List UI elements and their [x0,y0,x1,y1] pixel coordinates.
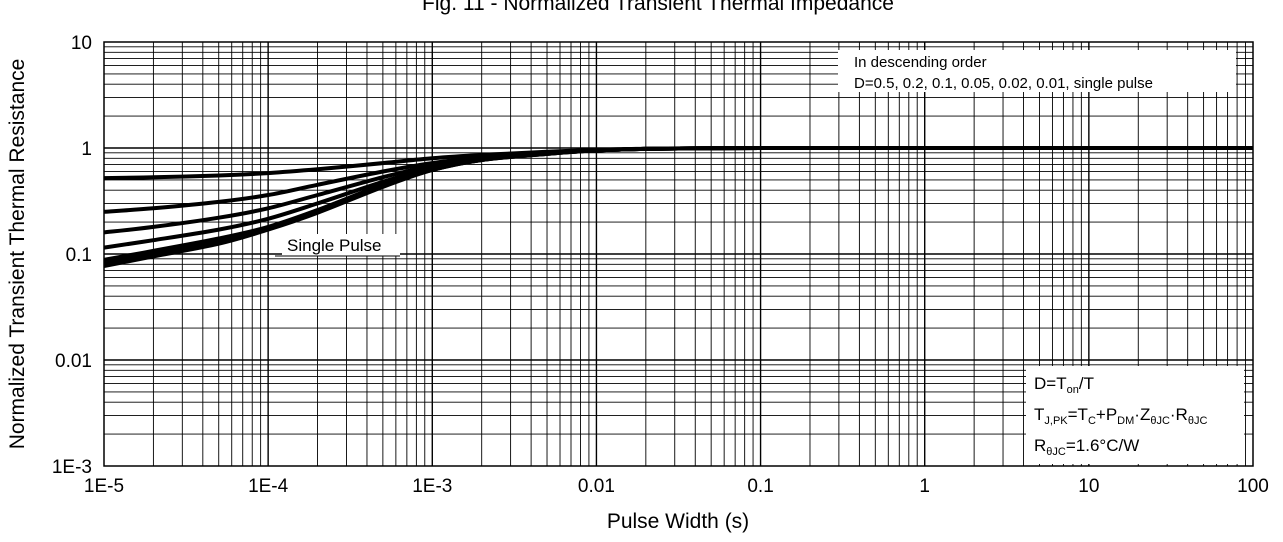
x-tick-label: 0.01 [578,476,615,497]
y-tick-label: 1E-3 [52,457,92,478]
y-tick-label: 0.1 [66,245,92,266]
y-tick-label: 0.01 [55,351,92,372]
order-annotation-line2: D=0.5, 0.2, 0.1, 0.05, 0.02, 0.01, singl… [854,75,1153,92]
duty-formula: D=Ton/T [1034,374,1094,396]
y-tick-label: 10 [71,33,92,54]
x-tick-labels: 1E-5 1E-4 1E-3 0.01 0.1 1 10 100 [84,476,1269,497]
y-tick-label: 1 [81,139,92,160]
x-tick-label: 0.1 [747,476,773,497]
x-tick-label: 10 [1078,476,1099,497]
plot-frame [103,41,1254,467]
y-tick-labels: 10 1 0.1 0.01 1E-3 [52,33,92,478]
tj-formula: TJ,PK=TC+PDM·ZθJC·RθJC [1034,405,1207,427]
formula-annotation-bg [1026,366,1244,464]
formula-annotation: D=Ton/T TJ,PK=TC+PDM·ZθJC·RθJC RθJC=1.6°… [1026,366,1244,464]
x-tick-label: 1 [919,476,930,497]
chart-title: Fig. 11 - Normalized Transient Thermal I… [422,0,894,15]
series-lines [103,145,1253,268]
series-line-4 [103,145,1253,250]
single-pulse-label: Single Pulse [287,236,382,255]
x-tick-label: 1E-5 [84,476,124,497]
x-axis-label: Pulse Width (s) [607,510,749,533]
x-tick-label: 1E-3 [412,476,452,497]
single-pulse-annotation: Single Pulse [275,234,400,257]
series-line-7 [103,145,1253,268]
order-annotation-bg [838,50,1236,92]
y-axis-label: Normalized Transient Thermal Resistance [6,59,29,450]
rth-formula: RθJC=1.6°C/W [1034,436,1139,458]
order-annotation-line1: In descending order [854,54,987,71]
x-tick-label: 1E-4 [248,476,289,497]
x-tick-label: 100 [1237,476,1269,497]
single-pulse-bg [282,234,400,256]
order-annotation: In descending order D=0.5, 0.2, 0.1, 0.0… [838,50,1236,92]
